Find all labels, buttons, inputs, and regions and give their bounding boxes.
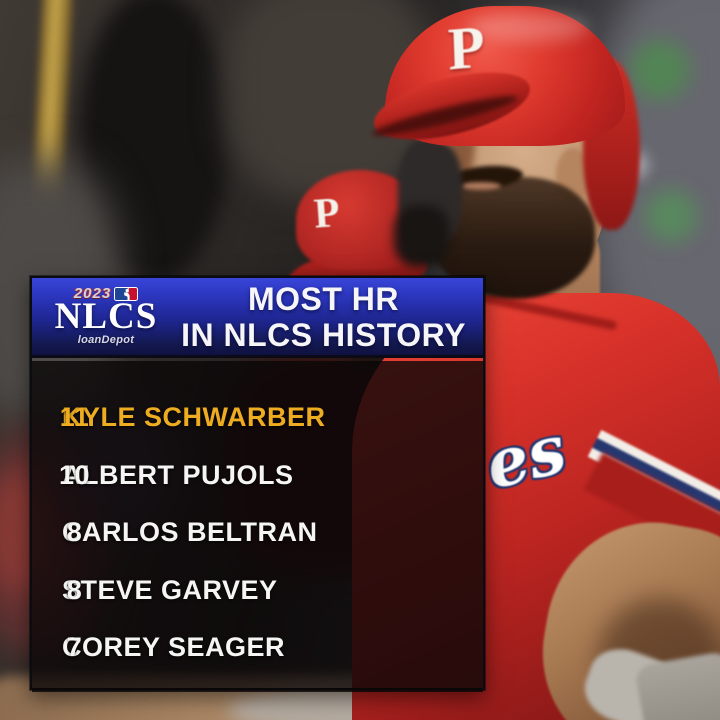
player-name: ALBERT PUJOLS bbox=[62, 459, 294, 490]
event-year: 2023 bbox=[73, 285, 112, 302]
teammate-cap-logo: P bbox=[312, 190, 342, 238]
player-name: CARLOS BELTRAN bbox=[62, 517, 318, 548]
player-name: STEVE GARVEY bbox=[62, 574, 278, 605]
leaderboard-row: CARLOS BELTRAN 8 bbox=[32, 504, 483, 562]
event-logo-top: 2023 bbox=[73, 285, 139, 302]
panel-title-line-1: MOST HR bbox=[247, 280, 400, 317]
player-hr-value: 8 bbox=[66, 517, 83, 548]
leaderboard-row: ALBERT PUJOLS 10 bbox=[32, 447, 483, 505]
leaderboard-row: STEVE GARVEY 8 bbox=[32, 562, 483, 620]
mlb-logo-icon bbox=[114, 287, 139, 301]
green-bokeh-light bbox=[630, 40, 690, 100]
player-name: COREY SEAGER bbox=[62, 632, 286, 663]
player-hr-value: 10 bbox=[58, 459, 91, 490]
event-name: NLCS bbox=[54, 296, 158, 337]
player-lip bbox=[461, 182, 501, 190]
player-name: KYLE SCHWARBER bbox=[62, 402, 326, 433]
panel-title: MOST HR IN NLCS HISTORY bbox=[174, 281, 483, 353]
helmet-team-logo: P bbox=[446, 13, 486, 83]
helmet-gloss bbox=[468, 12, 590, 42]
player-hr-value: 7 bbox=[66, 632, 83, 663]
green-bokeh-light bbox=[645, 190, 697, 242]
player-hr-value: 11 bbox=[59, 402, 90, 433]
panel-title-line-2: IN NLCS HISTORY bbox=[181, 316, 466, 353]
player-hr-value: 8 bbox=[66, 574, 83, 605]
panel-header: 2023 NLCS loanDepot MOST HR IN NLCS HIST… bbox=[32, 278, 483, 358]
leaderboard-row: KYLE SCHWARBER 11 bbox=[32, 389, 483, 447]
helmet-jaw-guard-shadow bbox=[394, 205, 450, 267]
sponsor-logo: loanDepot bbox=[77, 334, 135, 346]
leaderboard-row: COREY SEAGER 7 bbox=[32, 619, 483, 677]
leaderboard: KYLE SCHWARBER 11 ALBERT PUJOLS 10 CARLO… bbox=[32, 361, 483, 692]
event-logo: 2023 NLCS loanDepot bbox=[32, 285, 174, 346]
stats-panel: 2023 NLCS loanDepot MOST HR IN NLCS HIST… bbox=[30, 276, 485, 692]
